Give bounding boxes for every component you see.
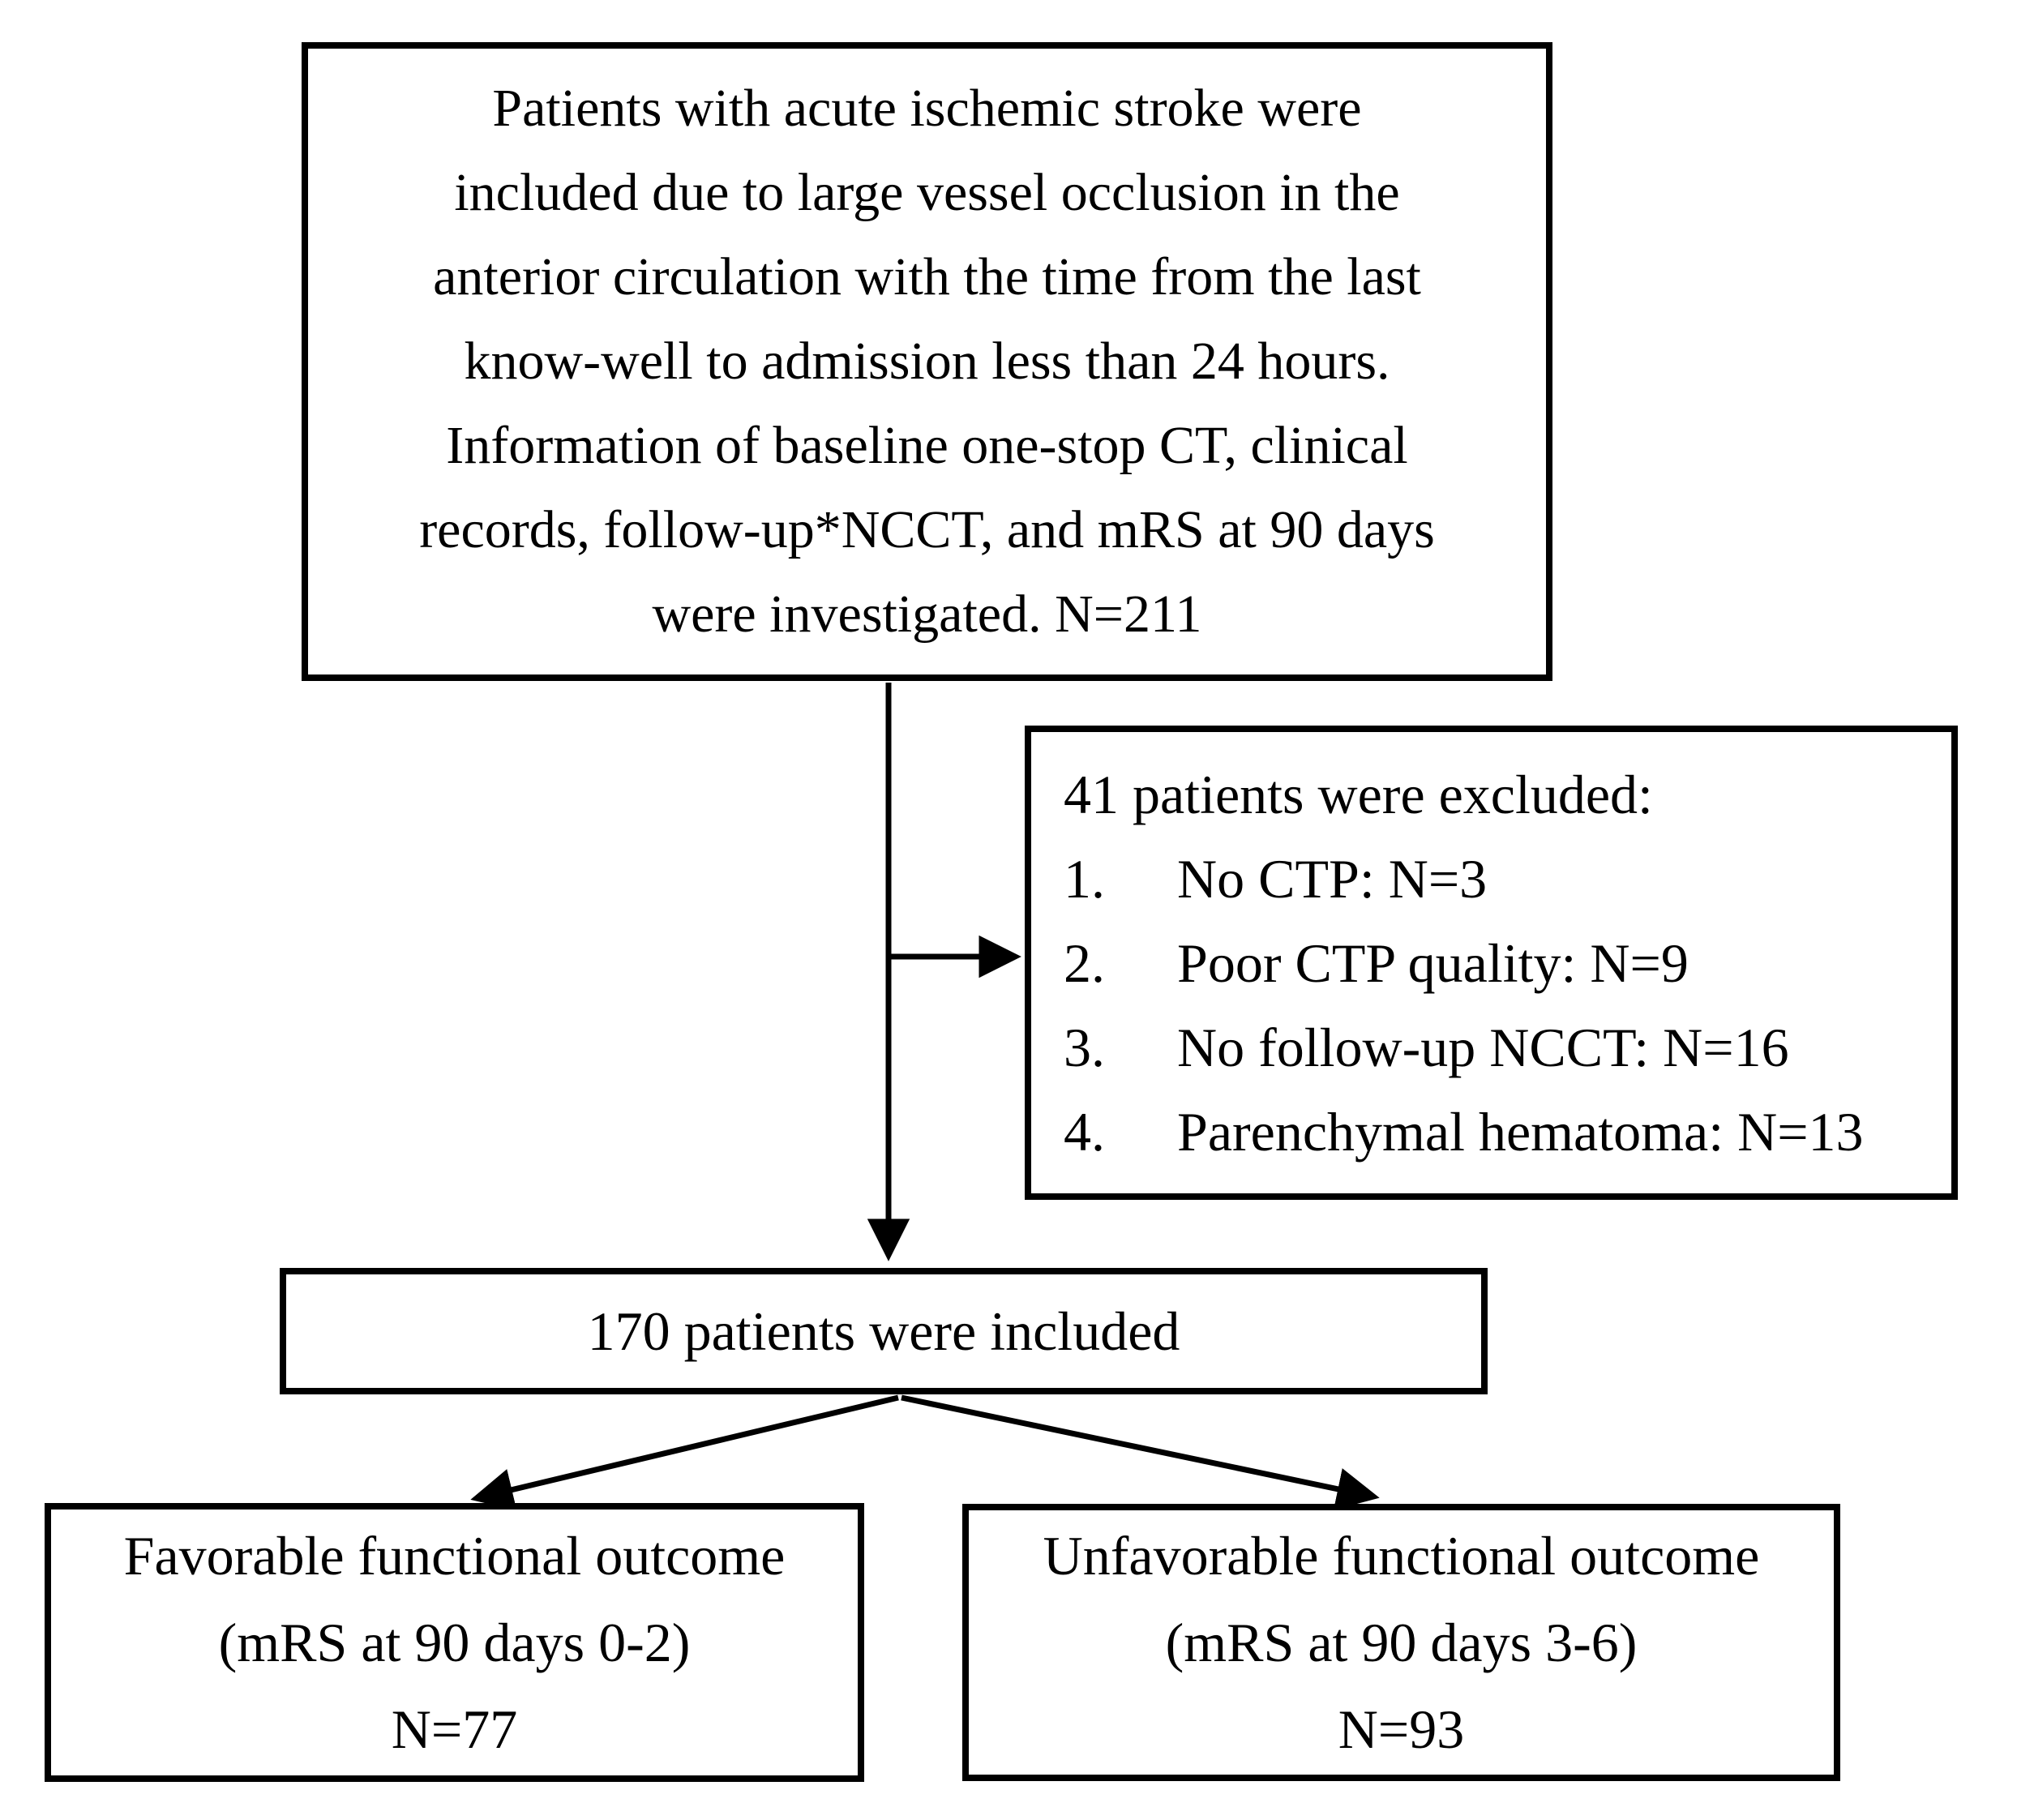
inclusion-criteria-line: Information of baseline one-stop CT, cli…	[446, 416, 1408, 475]
excluded-item-text: No CTP: N=3	[1177, 847, 1488, 910]
excluded-item: 4. Parenchymal hematoma: N=13	[1064, 1090, 1864, 1174]
inclusion-criteria-line: anterior circulation with the time from …	[433, 247, 1421, 306]
inclusion-criteria-line: Patients with acute ischemic stroke were	[492, 79, 1362, 138]
favorable-outcome-line: (mRS at 90 days 0-2)	[218, 1611, 691, 1673]
inclusion-criteria-line: were investigated. N=211	[652, 585, 1202, 644]
unfavorable-outcome-count: N=93	[1338, 1698, 1465, 1760]
excluded-item-text: Poor CTP quality: N=9	[1177, 931, 1689, 994]
excluded-title: 41 patients were excluded:	[1064, 763, 1653, 825]
favorable-outcome-line: Favorable functional outcome	[123, 1524, 786, 1587]
favorable-outcome-count: N=77	[391, 1698, 518, 1760]
unfavorable-outcome-line: (mRS at 90 days 3-6)	[1165, 1611, 1638, 1673]
included-patients-text: 170 patients were included	[587, 1300, 1180, 1362]
excluded-item-number: 2.	[1064, 931, 1105, 994]
inclusion-criteria-line: know-well to admission less than 24 hour…	[464, 332, 1390, 391]
unfavorable-outcome-box: Unfavorable functional outcome (mRS at 9…	[962, 1504, 1840, 1781]
excluded-item: 3. No follow-up NCCT: N=16	[1064, 1005, 1789, 1090]
excluded-item: 1. No CTP: N=3	[1064, 837, 1487, 921]
excluded-item-text: No follow-up NCCT: N=16	[1177, 1016, 1789, 1078]
favorable-outcome-box: Favorable functional outcome (mRS at 90 …	[45, 1503, 864, 1782]
excluded-patients-box: 41 patients were excluded: 1. No CTP: N=…	[1025, 726, 1958, 1200]
inclusion-criteria-box: Patients with acute ischemic stroke were…	[302, 42, 1552, 681]
unfavorable-outcome-line: Unfavorable functional outcome	[1043, 1524, 1760, 1587]
excluded-item-number: 3.	[1064, 1016, 1105, 1078]
excluded-item-number: 1.	[1064, 847, 1105, 910]
arrow-included-to-favorable	[470, 1394, 899, 1511]
included-patients-box: 170 patients were included	[280, 1268, 1488, 1394]
excluded-item-text: Parenchymal hematoma: N=13	[1177, 1100, 1864, 1163]
inclusion-criteria-line: included due to large vessel occlusion i…	[454, 163, 1400, 222]
excluded-item-number: 4.	[1064, 1100, 1105, 1163]
excluded-item: 2. Poor CTP quality: N=9	[1064, 921, 1689, 1005]
inclusion-criteria-line: records, follow-up*NCCT, and mRS at 90 d…	[419, 500, 1435, 559]
arrow-included-to-unfavorable	[901, 1394, 1380, 1510]
